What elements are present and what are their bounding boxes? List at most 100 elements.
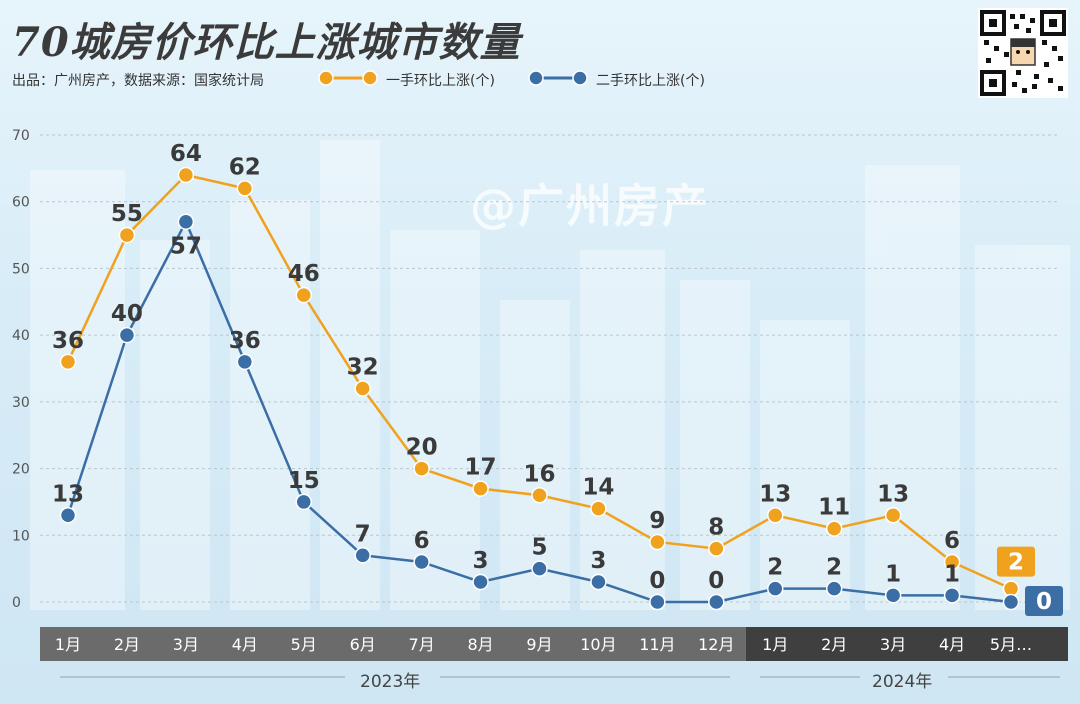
- data-point-second-hand: [1002, 593, 1020, 611]
- data-point-first-hand: [884, 507, 902, 524]
- data-label-second-hand: 0: [708, 568, 724, 594]
- data-point-first-hand: [354, 380, 371, 397]
- data-point-first-hand: [59, 353, 77, 371]
- y-tick-label: 50: [12, 261, 30, 277]
- data-label-first-hand: 20: [406, 435, 438, 461]
- data-label-first-hand: 13: [759, 481, 791, 507]
- y-tick-label: 10: [12, 528, 30, 544]
- data-label-second-hand: 36: [229, 328, 261, 354]
- data-point-first-hand: [236, 180, 254, 197]
- y-axis-ticks: 0 10 20 30 40 50 60 70: [12, 128, 30, 611]
- data-point-first-hand: [472, 480, 489, 497]
- legend-first-hand-label: 一手环比上涨(个): [386, 73, 495, 89]
- series-layer: [59, 166, 1020, 611]
- month-label: 5月: [291, 635, 317, 654]
- y-tick-label: 0: [12, 595, 21, 611]
- legend-second-hand-marker: [528, 70, 588, 86]
- month-label: 8月: [467, 635, 493, 654]
- data-point-second-hand: [118, 326, 136, 344]
- data-label-second-hand: 1: [885, 561, 901, 587]
- data-point-second-hand: [708, 593, 725, 611]
- data-label-first-hand: 46: [288, 261, 320, 287]
- data-label-first-hand: 8: [708, 515, 724, 541]
- data-label-first-hand: 64: [170, 141, 202, 167]
- data-label-second-hand: 2: [826, 555, 842, 581]
- month-label: 6月: [350, 635, 376, 654]
- legend-first-hand-marker: [318, 70, 378, 86]
- data-label-second-hand: 0: [649, 568, 665, 594]
- data-point-first-hand: [295, 286, 312, 304]
- data-label-second-hand: 3: [473, 548, 489, 574]
- data-label-first-hand: 14: [582, 475, 614, 501]
- data-label-second-hand: 6: [414, 528, 430, 554]
- data-point-first-hand: [649, 533, 666, 551]
- data-label-second-hand: 1: [944, 561, 960, 587]
- month-label: 10月: [580, 635, 616, 654]
- data-label-second-hand: 57: [170, 234, 202, 260]
- data-label-first-hand: 9: [649, 508, 665, 534]
- month-label: 12月: [698, 635, 734, 654]
- y-tick-label: 60: [12, 195, 30, 211]
- data-point-second-hand: [590, 573, 607, 591]
- data-point-second-hand: [825, 580, 843, 597]
- data-label-first-hand: 62: [229, 154, 261, 180]
- data-point-first-hand: [118, 226, 136, 244]
- data-label-second-hand: 0: [1036, 589, 1052, 615]
- month-label: 2月: [114, 635, 140, 654]
- data-point-first-hand: [708, 540, 725, 557]
- data-label-second-hand: 3: [590, 548, 606, 574]
- data-point-second-hand: [177, 213, 195, 230]
- data-point-second-hand: [354, 547, 371, 564]
- data-point-second-hand: [649, 593, 666, 611]
- gridlines: [40, 134, 1060, 603]
- month-label: 11月: [639, 635, 675, 654]
- data-point-second-hand: [767, 580, 784, 597]
- month-label: 1月: [762, 635, 788, 654]
- data-label-second-hand: 13: [52, 481, 84, 507]
- data-point-first-hand: [767, 507, 784, 524]
- data-label-first-hand: 13: [877, 481, 909, 507]
- data-label-second-hand: 5: [531, 535, 547, 561]
- year-label-2024: 2024年: [872, 672, 933, 692]
- data-point-first-hand: [943, 553, 961, 571]
- legend-second-hand-label: 二手环比上涨(个): [596, 73, 705, 89]
- month-label: 3月: [173, 635, 199, 654]
- source-note: 出品：广州房产，数据来源：国家统计局: [12, 73, 264, 89]
- month-band-2023: [40, 627, 746, 661]
- data-label-second-hand: 2: [767, 555, 783, 581]
- watermark: @广州房产: [470, 179, 710, 233]
- month-label: 4月: [232, 635, 258, 654]
- y-tick-label: 30: [12, 395, 30, 411]
- y-tick-label: 70: [12, 128, 30, 144]
- month-label: 1月: [55, 635, 81, 654]
- month-label: 5月…: [990, 635, 1032, 654]
- y-tick-label: 20: [12, 462, 30, 478]
- month-label: 3月: [880, 635, 906, 654]
- last-value-badge-second-hand: [1025, 586, 1063, 616]
- data-point-second-hand: [472, 573, 489, 591]
- data-point-first-hand: [177, 166, 195, 184]
- month-label: 4月: [939, 635, 965, 654]
- month-label: 7月: [409, 635, 435, 654]
- data-point-first-hand: [825, 520, 843, 537]
- data-point-second-hand: [236, 353, 254, 371]
- year-label-2023: 2023年: [360, 672, 421, 692]
- data-label-second-hand: 40: [111, 301, 143, 327]
- data-label-first-hand: 55: [111, 201, 143, 227]
- data-label-first-hand: 32: [347, 355, 379, 381]
- last-value-badge-first-hand: [997, 546, 1035, 577]
- data-label-first-hand: 2: [1008, 550, 1024, 576]
- data-label-first-hand: 16: [523, 461, 555, 487]
- y-tick-label: 40: [12, 328, 30, 344]
- month-label: 9月: [526, 635, 552, 654]
- data-point-second-hand: [413, 553, 430, 571]
- data-label-first-hand: 6: [944, 528, 960, 554]
- data-label-first-hand: 11: [818, 495, 850, 521]
- data-label-second-hand: 15: [288, 468, 320, 494]
- data-label-first-hand: 17: [465, 455, 497, 481]
- data-point-second-hand: [531, 560, 548, 577]
